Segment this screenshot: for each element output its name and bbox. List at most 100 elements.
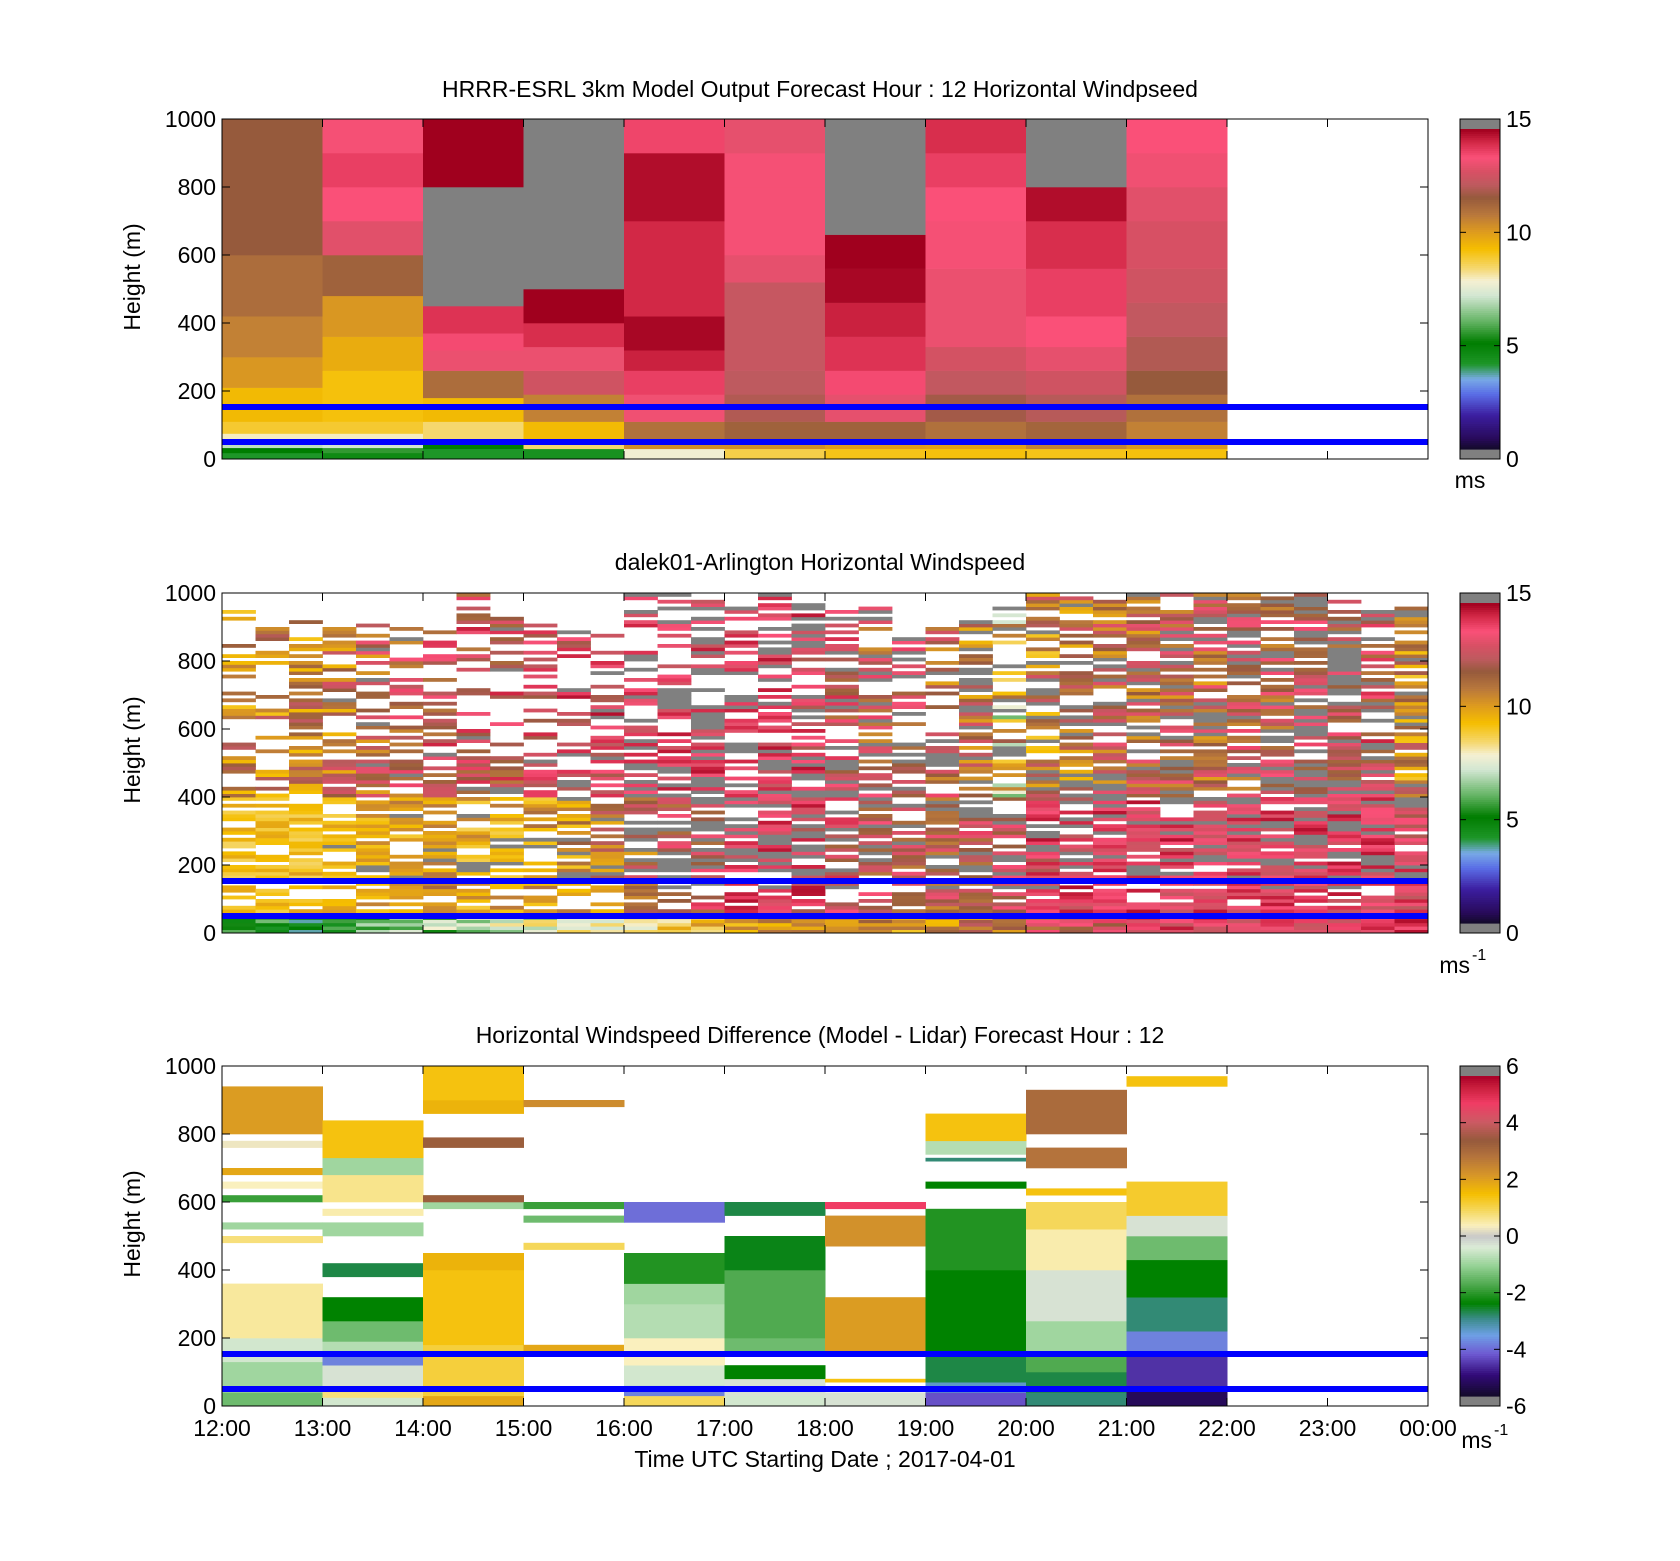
lidar-cell [1059,684,1094,689]
lidar-cell [490,926,524,930]
lidar-cell [1294,674,1328,679]
lidar-cell [691,759,725,764]
lidar-cell [1294,613,1328,618]
lidar-cell [1394,671,1429,675]
lidar-cell [1059,718,1094,723]
lidar-cell [289,844,323,849]
lidar-cell [490,691,524,696]
lidar-cell [758,895,792,900]
lidar-cell [657,763,692,767]
lidar-cell [1093,759,1127,764]
lidar-cell [1059,691,1094,696]
lidar-cell [1294,684,1328,689]
lidar-cell [389,705,424,709]
lidar-cell [992,929,1027,934]
lidar-cell [691,603,725,607]
model-cell [624,221,725,317]
lidar-cell [758,899,792,903]
colorbar-swatch [1460,331,1500,335]
lidar-cell [1260,688,1295,692]
colorbar-swatch [1460,867,1500,871]
lidar-cell [1361,623,1395,628]
lidar-cell [1160,647,1194,652]
lidar-cell [1294,633,1328,638]
lidar-cell [255,868,290,873]
lidar-cell [255,888,290,893]
lidar-cell [289,851,323,856]
model-cell [624,316,725,351]
colorbar-swatch [1460,677,1500,681]
lidar-cell [1394,732,1429,737]
lidar-cell [791,698,826,703]
colorbar-swatch [1460,1368,1500,1371]
lidar-cell [523,780,558,784]
lidar-cell [724,844,759,849]
lidar-cell [1260,783,1295,788]
lidar-cell [925,803,960,808]
lidar-cell [1227,661,1261,665]
lidar-cell [590,814,625,818]
colorbar-swatch [1460,346,1500,350]
model-cell [624,153,725,222]
colorbar-swatch [1460,1172,1500,1175]
lidar-cell [959,892,993,896]
lidar-cell [724,905,759,910]
lidar-cell [1026,844,1060,849]
lidar-cell [1126,790,1161,794]
lidar-cell [590,756,625,760]
lidar-cell [1126,929,1161,934]
lidar-cell [892,909,926,913]
colorbar-swatch [1460,1306,1500,1310]
lidar-cell [255,712,290,716]
lidar-cell [423,875,457,879]
lidar-cell [925,841,960,845]
lidar-cell [1193,922,1228,927]
lidar-cell [825,756,859,760]
lidar-cell [858,749,893,754]
lidar-cell [1294,786,1328,791]
x-tick-label: 14:00 [394,1415,452,1441]
model-cell [925,268,1027,317]
lidar-cell [389,735,424,740]
lidar-cell [523,817,558,822]
lidar-cell [1026,620,1060,624]
lidar-cell [691,905,725,910]
lidar-cell [1227,895,1261,900]
lidar-cell [1294,797,1328,801]
model-cell [222,255,323,317]
lidar-cell [858,820,893,825]
lidar-cell [1126,800,1161,805]
colorbar-swatch [1460,1387,1500,1391]
colorbar-swatch [1460,438,1500,442]
difference-cell [724,1365,826,1380]
lidar-cell [791,851,826,856]
lidar-cell [356,769,390,774]
lidar-cell [959,899,993,903]
lidar-cell [1093,776,1127,781]
lidar-cell [657,827,692,832]
colorbar-swatch [1460,769,1500,773]
lidar-cell [758,780,792,784]
lidar-cell [624,593,658,597]
lidar-cell [992,766,1027,771]
colorbar-swatch [1460,1216,1500,1220]
lidar-cell [1227,851,1261,856]
lidar-cell [657,593,692,597]
lidar-cell [624,888,658,893]
lidar-cell [322,773,357,777]
lidar-cell [456,616,491,621]
colorbar-swatch [1460,1150,1500,1154]
lidar-cell [322,633,357,638]
lidar-cell [1327,763,1362,767]
lidar-cell [1327,786,1362,791]
model-cell [523,323,625,348]
lidar-cell [1294,895,1328,900]
lidar-cell [791,848,826,852]
lidar-cell [892,922,926,927]
lidar-cell [1394,739,1429,743]
difference-cell [322,1120,424,1159]
lidar-cell [289,814,323,818]
lidar-cell [791,776,826,781]
lidar-cell [959,701,993,706]
lidar-cell [858,610,893,614]
